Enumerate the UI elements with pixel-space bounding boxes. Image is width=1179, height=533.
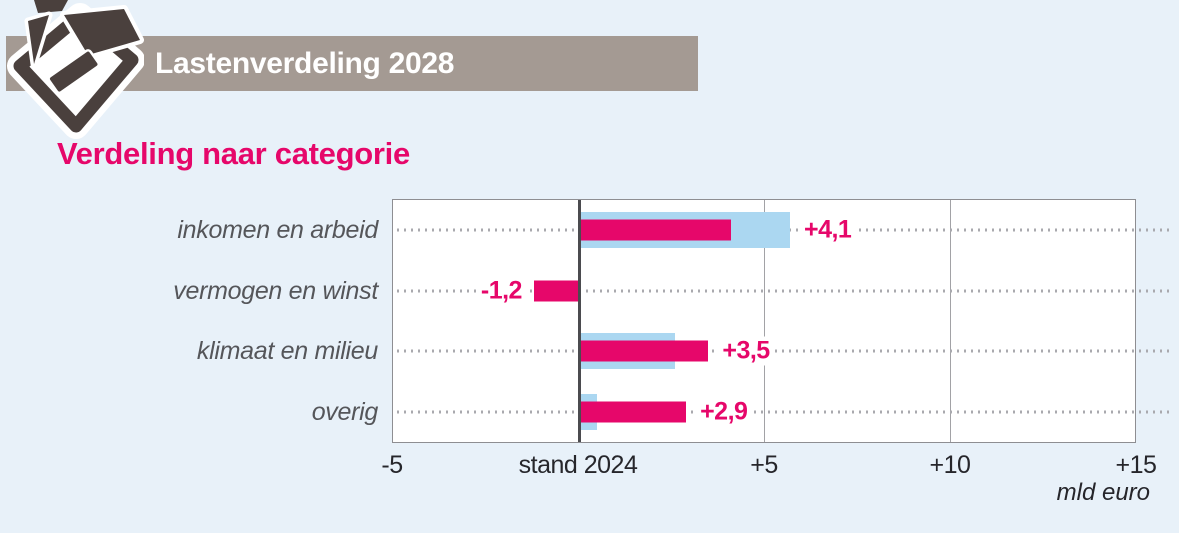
category-labels: inkomen en arbeid vermogen en winst klimaa… — [40, 200, 378, 443]
zero-axis-line — [577, 200, 581, 442]
category-label: overig — [311, 398, 379, 427]
icon-lid-back — [34, 0, 68, 13]
x-tick: -5 — [381, 451, 403, 479]
value-label: +2,9 — [696, 397, 752, 427]
axis-unit-label: mld euro — [1056, 479, 1150, 506]
x-tick: +5 — [750, 451, 778, 479]
chart-row: -1,2 — [393, 261, 1173, 322]
gridline-plus5 — [764, 200, 765, 442]
value-label: -1,2 — [476, 276, 526, 306]
x-axis: -5 stand 2024 +5 +10 +15 — [381, 451, 1157, 481]
dotted-leader — [397, 289, 1173, 293]
dotted-leader — [397, 410, 1173, 414]
chart-row: +4,1 — [393, 200, 1173, 261]
bar-pink — [533, 280, 579, 302]
icon-lid-wedge — [24, 11, 53, 68]
icon-slash — [47, 49, 100, 95]
open-moneybag-icon — [7, 0, 144, 139]
value-label: +4,1 — [799, 215, 856, 245]
category-label: inkomen en arbeid — [177, 215, 378, 244]
chart-row: +3,5 — [393, 321, 1173, 382]
bar-pink — [578, 340, 709, 362]
icon-lid-flap — [60, 5, 144, 59]
page-title: Lastenverdeling 2028 — [155, 47, 455, 80]
chart-title: Verdeling naar categorie — [57, 136, 410, 171]
bar-pink — [578, 401, 687, 423]
x-tick: +10 — [929, 451, 971, 479]
x-tick: stand 2024 — [518, 451, 638, 479]
chart-row: +2,9 — [393, 382, 1173, 443]
plot-area: +4,1 -1,2 +3,5 +2,9 — [392, 199, 1173, 443]
category-label: klimaat en milieu — [196, 337, 378, 366]
x-tick: +15 — [1115, 451, 1157, 479]
category-label: vermogen en winst — [173, 276, 378, 305]
dotted-leader — [397, 349, 1173, 353]
gridline-plus10 — [949, 200, 951, 442]
value-label: +3,5 — [718, 336, 774, 366]
bar-pink — [578, 219, 731, 241]
